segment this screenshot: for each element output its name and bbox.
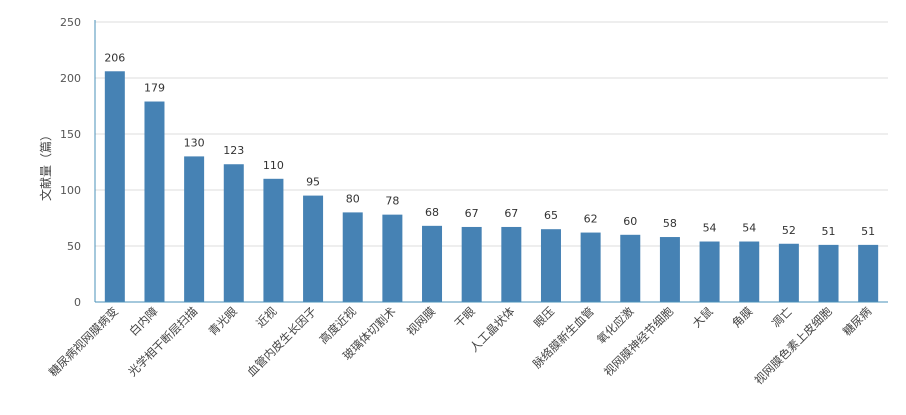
bar-value-label: 130 [184, 136, 205, 149]
x-tick-label: 青光眼 [206, 304, 241, 339]
bar [303, 195, 324, 302]
data-labels: 206 179 130 123 110 95 80 78 68 67 67 65 62 60 58 54 54 5… [104, 51, 875, 238]
bar [461, 226, 482, 302]
bar [659, 237, 680, 302]
y-tick-label: 50 [67, 240, 81, 253]
bar [778, 243, 799, 302]
x-tick-label: 糖尿病 [840, 304, 875, 339]
bar-value-label: 54 [703, 222, 717, 235]
bar-value-label: 95 [306, 176, 320, 189]
bars [104, 71, 879, 303]
bar [382, 214, 403, 302]
bar-value-label: 78 [385, 195, 399, 208]
bar-value-label: 179 [144, 82, 165, 95]
bar-value-label: 52 [782, 224, 796, 237]
y-tick-label: 100 [60, 184, 81, 197]
y-tick-label: 0 [74, 296, 81, 309]
bar-value-label: 65 [544, 209, 558, 222]
bar-value-label: 80 [346, 192, 360, 205]
x-tick-label: 干眼 [452, 304, 479, 331]
x-tick-label: 血管内皮生长因子 [244, 304, 319, 379]
bar [501, 226, 522, 302]
y-axis-ticks: 0 50 100 150 200 250 [60, 16, 81, 309]
bar [540, 229, 561, 302]
bar [699, 241, 720, 302]
bar [104, 71, 125, 302]
x-tick-label: 白内障 [126, 304, 160, 338]
bar [739, 241, 760, 302]
bar-value-label: 67 [504, 207, 518, 220]
bar-value-label: 54 [742, 222, 756, 235]
x-tick-label: 视网膜色素上皮细胞 [752, 304, 835, 387]
bar-value-label: 51 [822, 225, 836, 238]
bar-value-label: 58 [663, 217, 677, 230]
x-tick-label: 眼压 [531, 304, 557, 330]
x-tick-label: 光学相干断层扫描 [125, 304, 200, 379]
x-tick-label: 凋亡 [769, 304, 795, 330]
x-tick-label: 视网膜 [404, 304, 438, 338]
bar-value-label: 51 [861, 225, 875, 238]
bar-value-label: 60 [623, 215, 637, 228]
bar [818, 244, 839, 302]
bar [858, 244, 879, 302]
bar-value-label: 110 [263, 159, 284, 172]
bar [580, 232, 601, 302]
x-tick-label: 角膜 [729, 304, 755, 330]
bar [223, 164, 244, 302]
bar-value-label: 123 [223, 144, 244, 157]
bar-value-label: 68 [425, 206, 439, 219]
x-tick-label: 近视 [253, 304, 280, 331]
x-tick-label: 糖尿病视网膜病变 [46, 304, 121, 379]
bar-value-label: 206 [104, 51, 125, 64]
bar [422, 225, 443, 302]
x-tick-label: 视网膜神经节细胞 [601, 304, 676, 379]
bar [144, 101, 165, 303]
bar [263, 178, 284, 302]
bar [342, 212, 363, 302]
grid-lines [95, 21, 888, 247]
bar [620, 234, 641, 302]
x-tick-label: 大鼠 [690, 304, 717, 331]
bar-value-label: 67 [465, 207, 479, 220]
bar-value-label: 62 [584, 213, 598, 226]
bar [184, 156, 205, 302]
y-axis-title: 文献量（篇） [38, 129, 53, 201]
y-tick-label: 200 [60, 72, 81, 85]
y-tick-label: 250 [60, 16, 81, 29]
y-tick-label: 150 [60, 128, 81, 141]
